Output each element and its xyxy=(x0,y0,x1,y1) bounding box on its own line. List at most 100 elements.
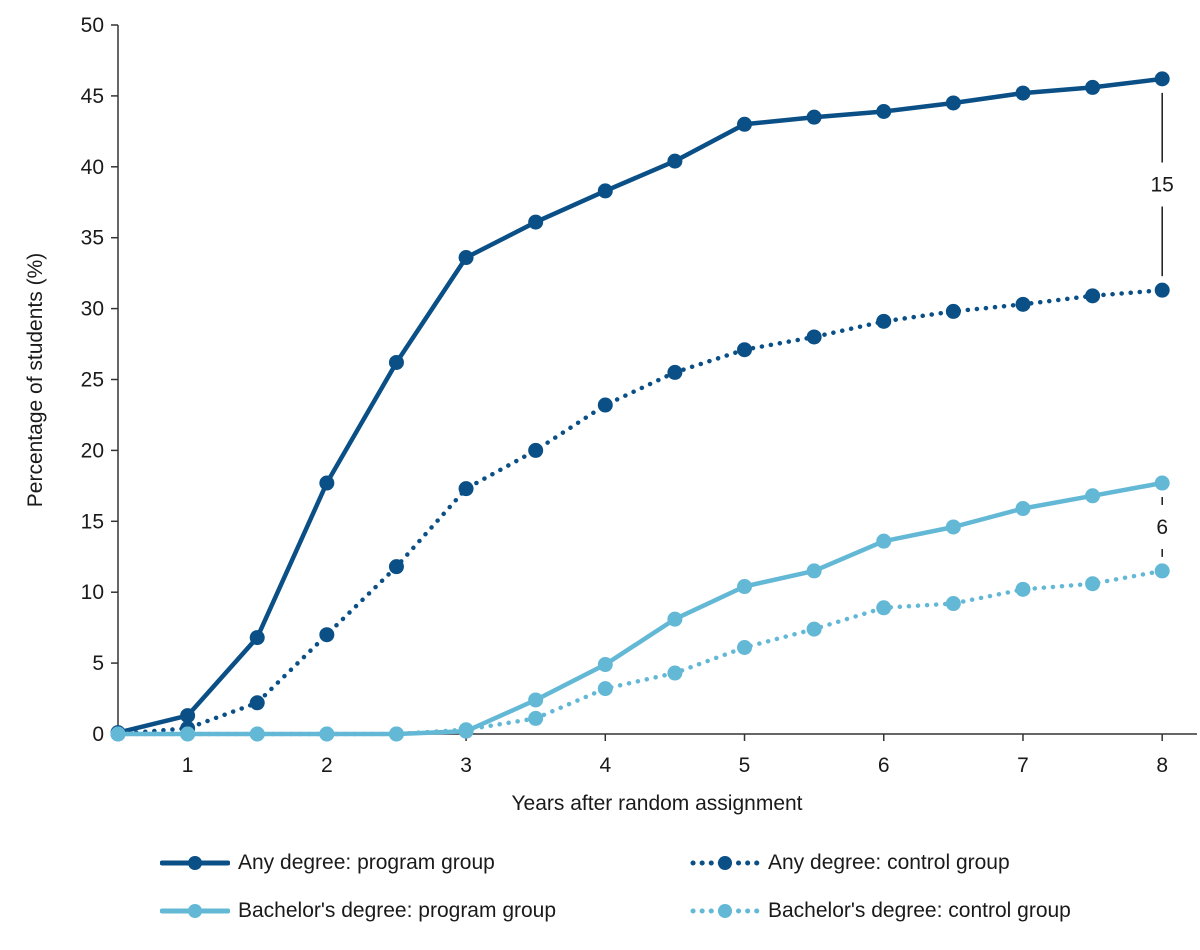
data-point xyxy=(945,95,961,111)
data-point xyxy=(1154,475,1170,491)
difference-annotation-1: 15 xyxy=(1151,92,1174,277)
difference-annotations: 15 6 xyxy=(1151,92,1174,557)
data-point xyxy=(528,692,544,708)
x-tick-label: 3 xyxy=(460,754,472,777)
data-point xyxy=(1154,282,1170,298)
data-point xyxy=(1085,488,1101,504)
data-point xyxy=(458,481,474,497)
data-point xyxy=(667,665,683,681)
series-line xyxy=(115,480,1165,737)
data-point xyxy=(388,354,404,370)
legend-label-bachelor-program: Bachelor's degree: program group xyxy=(238,899,557,922)
y-tick-label: 5 xyxy=(92,652,104,675)
legend-swatch-bachelor-control xyxy=(690,904,760,918)
data-point xyxy=(876,600,892,616)
data-point xyxy=(1015,85,1031,101)
difference-annotation-2: 6 xyxy=(1156,497,1168,557)
chart-legend: Any degree: program group Any degree: co… xyxy=(160,846,1160,936)
series-line xyxy=(115,287,1165,737)
data-point xyxy=(876,103,892,119)
data-point xyxy=(1015,296,1031,312)
data-point xyxy=(597,681,613,697)
series-line xyxy=(115,568,1165,737)
series-4 xyxy=(110,563,1170,742)
data-point xyxy=(1085,79,1101,95)
data-point xyxy=(806,563,822,579)
data-point xyxy=(319,726,335,742)
x-tick-label: 5 xyxy=(739,754,751,777)
data-point xyxy=(528,710,544,726)
y-tick-label: 20 xyxy=(81,439,104,462)
y-tick-label: 40 xyxy=(81,156,104,179)
data-point xyxy=(180,708,196,724)
x-axis-title: Years after random assignment xyxy=(511,792,802,815)
x-tick-label: 8 xyxy=(1156,754,1168,777)
legend-item-bachelor-control: Bachelor's degree: control group xyxy=(690,894,1071,928)
data-point xyxy=(597,183,613,199)
y-tick-label: 35 xyxy=(81,227,104,250)
legend-swatch-any-program xyxy=(160,856,230,870)
chart-series xyxy=(110,71,1170,742)
data-point xyxy=(1015,501,1031,517)
y-axis-title: Percentage of students (%) xyxy=(24,253,47,507)
data-point xyxy=(388,559,404,575)
data-point xyxy=(806,329,822,345)
legend-swatch-bachelor-program xyxy=(160,904,230,918)
series-line xyxy=(115,76,1165,735)
data-point xyxy=(1085,288,1101,304)
data-point xyxy=(737,579,753,595)
data-point xyxy=(876,533,892,549)
y-tick-label: 0 xyxy=(92,723,104,746)
legend-item-bachelor-program: Bachelor's degree: program group xyxy=(160,894,556,928)
y-tick-label: 50 xyxy=(81,14,104,37)
legend-item-any-control: Any degree: control group xyxy=(690,846,1010,880)
y-tick-label: 30 xyxy=(81,298,104,321)
legend-label-any-control: Any degree: control group xyxy=(768,851,1010,874)
data-point xyxy=(110,726,126,742)
data-point xyxy=(876,313,892,329)
legend-swatch-any-control xyxy=(690,856,760,870)
data-point xyxy=(388,726,404,742)
data-point xyxy=(528,214,544,230)
data-point xyxy=(1154,563,1170,579)
data-point xyxy=(249,695,265,711)
data-point xyxy=(945,596,961,612)
y-tick-label: 10 xyxy=(81,581,104,604)
data-point xyxy=(945,519,961,535)
x-tick-label: 6 xyxy=(878,754,890,777)
data-point xyxy=(249,630,265,646)
data-point xyxy=(1154,71,1170,87)
annotation-label: 15 xyxy=(1151,174,1174,197)
x-tick-label: 2 xyxy=(321,754,333,777)
data-point xyxy=(806,109,822,125)
data-point xyxy=(597,657,613,673)
x-tick-label: 7 xyxy=(1017,754,1029,777)
data-point xyxy=(737,640,753,656)
y-tick-label: 15 xyxy=(81,510,104,533)
legend-label-any-program: Any degree: program group xyxy=(238,851,495,874)
data-point xyxy=(180,726,196,742)
data-point xyxy=(1085,576,1101,592)
data-point xyxy=(945,303,961,319)
data-point xyxy=(458,722,474,738)
legend-label-bachelor-control: Bachelor's degree: control group xyxy=(768,899,1071,922)
data-point xyxy=(667,364,683,380)
data-point xyxy=(737,342,753,358)
x-tick-label: 4 xyxy=(599,754,611,777)
data-point xyxy=(667,611,683,627)
data-point xyxy=(737,116,753,132)
x-tick-label: 1 xyxy=(182,754,194,777)
data-point xyxy=(249,726,265,742)
legend-item-any-program: Any degree: program group xyxy=(160,846,495,880)
data-point xyxy=(1015,581,1031,597)
data-point xyxy=(528,442,544,458)
data-point xyxy=(319,475,335,491)
data-point xyxy=(458,250,474,266)
annotation-label: 6 xyxy=(1156,516,1168,539)
data-point xyxy=(319,627,335,643)
y-tick-label: 45 xyxy=(81,85,104,108)
data-point xyxy=(597,397,613,413)
data-point xyxy=(667,153,683,169)
